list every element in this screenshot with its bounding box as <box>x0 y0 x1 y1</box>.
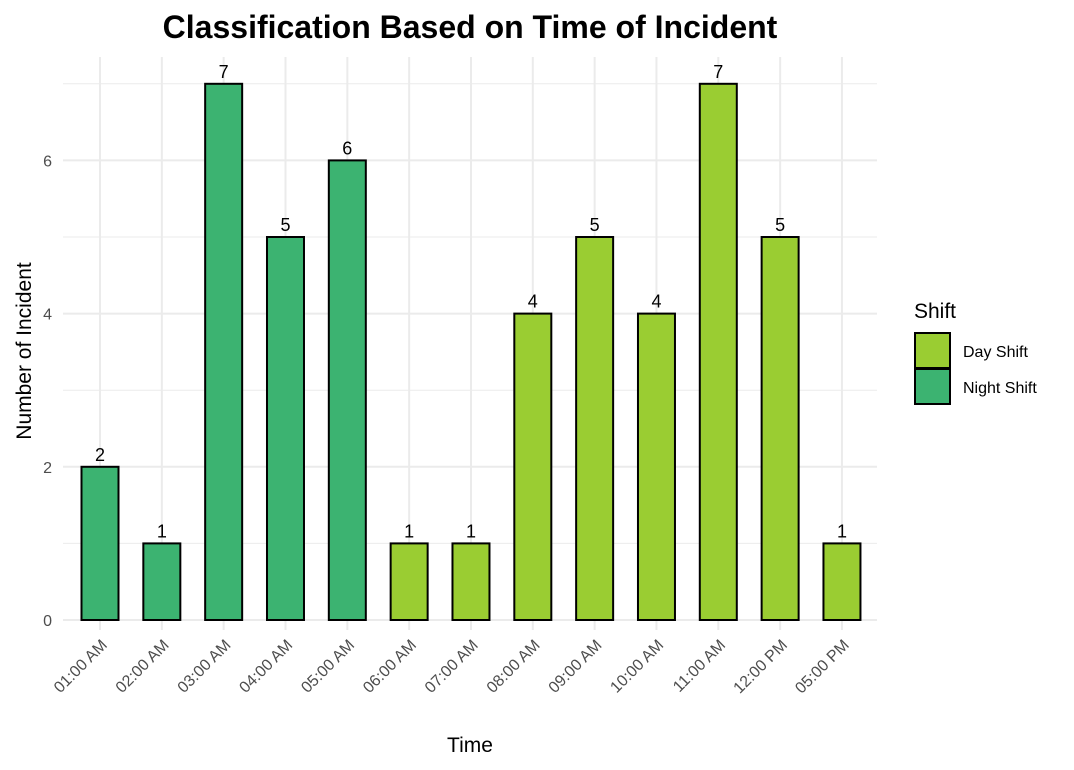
bar-10-00-am <box>636 312 676 621</box>
bar-value-label: 1 <box>466 521 476 541</box>
x-tick-label: 03:00 AM <box>175 637 235 697</box>
data-labels: 2 1 7 5 6 1 1 4 5 4 7 5 1 <box>95 62 847 542</box>
x-tick-label: 11:00 AM <box>670 637 729 696</box>
x-tick-label: 09:00 AM <box>546 637 606 697</box>
bar-value-label: 2 <box>95 445 105 465</box>
x-tick-label: 06:00 AM <box>360 637 420 697</box>
bar-09-00-am <box>575 236 615 621</box>
y-axis-title: Number of Incident <box>13 262 36 440</box>
bars <box>80 82 862 622</box>
bar-value-label: 5 <box>590 215 600 235</box>
legend-label: Night Shift <box>963 380 1037 397</box>
x-axis-ticks: 01:00 AM 02:00 AM 03:00 AM 04:00 AM 05:00 AM… <box>51 637 853 697</box>
bar-value-label: 4 <box>528 292 538 312</box>
y-tick-label: 6 <box>43 153 52 170</box>
y-tick-label: 0 <box>43 613 52 630</box>
bar-value-label: 1 <box>404 521 414 541</box>
x-tick-label: 08:00 AM <box>484 637 544 697</box>
y-tick-label: 2 <box>43 460 52 477</box>
bar-06-00-am <box>389 542 429 622</box>
x-tick-label: 04:00 AM <box>236 637 296 697</box>
y-axis-ticks: 0 2 4 6 <box>43 153 52 630</box>
bar-01-00-am <box>80 465 120 621</box>
bar-08-00-am <box>513 312 553 621</box>
x-tick-label: 10:00 AM <box>607 637 667 697</box>
x-tick-label: 05:00 PM <box>792 637 852 697</box>
legend: Shift Day Shift Night Shift <box>914 300 1037 405</box>
bar-03-00-am <box>204 82 244 622</box>
bar-value-label: 7 <box>219 62 229 82</box>
x-tick-label: 07:00 AM <box>422 637 482 697</box>
x-tick-label: 12:00 PM <box>731 637 791 697</box>
legend-swatch <box>914 368 951 405</box>
bar-value-label: 1 <box>157 521 167 541</box>
bar-05-00-pm <box>822 542 862 622</box>
x-axis-title: Time <box>447 734 493 757</box>
legend-title: Shift <box>914 300 956 323</box>
chart-title: Classification Based on Time of Incident <box>163 9 778 45</box>
bar-07-00-am <box>451 542 491 622</box>
bar-value-label: 7 <box>713 62 723 82</box>
bar-value-label: 5 <box>280 215 290 235</box>
bar-value-label: 1 <box>837 521 847 541</box>
bar-04-00-am <box>265 236 305 621</box>
bar-02-00-am <box>142 542 182 622</box>
x-tick-label: 02:00 AM <box>113 637 173 697</box>
x-tick-label: 05:00 AM <box>298 637 358 697</box>
legend-label: Day Shift <box>963 344 1028 361</box>
x-tick-label: 01:00 AM <box>51 637 111 697</box>
bar-12-00-pm <box>760 236 800 621</box>
bar-11-00-am <box>698 82 738 622</box>
bar-value-label: 4 <box>651 292 661 312</box>
bar-value-label: 5 <box>775 215 785 235</box>
y-tick-label: 4 <box>43 307 52 324</box>
bar-value-label: 6 <box>342 138 352 158</box>
legend-entries: Day Shift Night Shift <box>914 332 1037 405</box>
bar-05-00-am <box>327 159 367 621</box>
legend-swatch <box>914 332 951 369</box>
